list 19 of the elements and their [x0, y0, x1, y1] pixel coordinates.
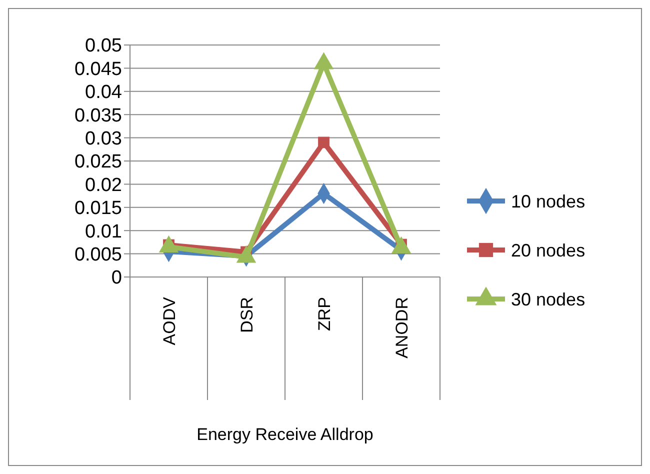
y-tick-label: 0.025 [74, 152, 122, 173]
legend-label: 20 nodes [511, 240, 586, 260]
y-tick-label: 0.035 [74, 105, 122, 126]
x-tick-label: DSR [237, 297, 256, 333]
x-tick-label: ZRP [314, 297, 334, 331]
y-tick-label: 0 [111, 268, 122, 289]
y-tick-label: 0.03 [85, 128, 122, 150]
y-tick-label: 0.02 [85, 174, 122, 196]
y-tick-label: 0.05 [85, 36, 122, 57]
x-tick-label: AODV [160, 296, 179, 346]
y-tick-label: 0.015 [74, 198, 122, 220]
y-tick-label: 0.045 [74, 58, 122, 80]
legend-label: 10 nodes [511, 191, 586, 212]
x-axis-title: Energy Receive Alldrop [196, 425, 374, 444]
legend-label: 30 nodes [511, 289, 586, 310]
x-tick-label: ANODR [392, 297, 412, 358]
y-tick-label: 0.04 [85, 82, 122, 104]
y-tick-label: 0.005 [74, 244, 122, 266]
y-tick-label: 0.01 [85, 221, 122, 242]
